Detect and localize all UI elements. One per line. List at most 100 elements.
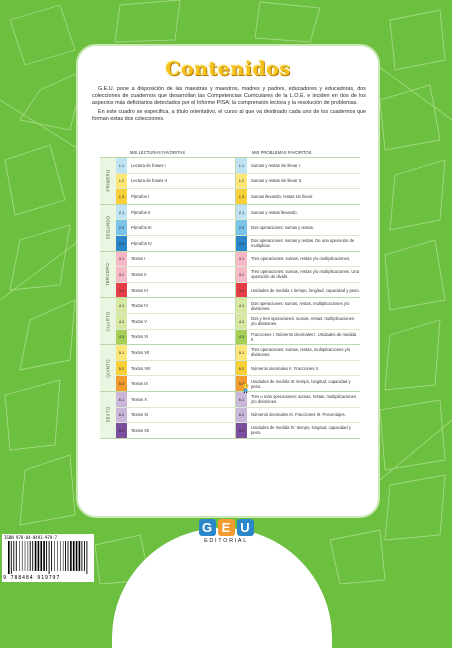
table-row: 1.3 Párrafos I 1.3 Sumas llevando, restas s…: [116, 189, 360, 204]
table-group: SEGUNDO 2.1 Párrafos II 2.1 Sumas y restas l…: [100, 203, 360, 251]
lecturas-book-number: 5.3: [116, 376, 127, 391]
contents-panel: Contenidos G.E.U. pone a disposición de …: [78, 46, 378, 516]
page-title: Contenidos: [165, 58, 291, 80]
ean-number: 9 788484 919797: [3, 575, 61, 581]
problemas-book-title: Tres o más operaciones: sumas, restas, m…: [251, 394, 357, 405]
table-row: 5.2 Textos VIII 5.2 Números decimales II. F…: [116, 360, 360, 377]
lecturas-book-title: Textos IX: [127, 376, 236, 391]
lecturas-book-number: 2.3: [116, 235, 127, 251]
problemas-book-title: Sumas llevando, restas sin llevar.: [251, 193, 314, 199]
table-row: 6.3 Textos XII 6.3 Unidades de medida IV: t…: [116, 423, 360, 438]
lecturas-book-number: 4.1: [116, 298, 127, 313]
intro-paragraph-1: G.E.U. pone a disposición de las maestra…: [92, 86, 366, 107]
column-header-lecturas: MIS LECTURAS FAVORITAS: [130, 149, 185, 155]
table-row: 3.2 Textos II 3.2 Tres operaciones: sumas, …: [116, 267, 360, 283]
table-group: SEXTO 6.1 Textos X 6.1 Tres o más operacione…: [100, 390, 360, 439]
barcode-bar: [13, 541, 15, 571]
contents-table: MIS LECTURAS FAVORITAS MIS PROBLEMAS FAV…: [100, 147, 360, 439]
problemas-book-number: 5.1: [236, 345, 247, 360]
problemas-book-number: 6.3: [236, 423, 247, 438]
barcode-bar: [54, 541, 55, 571]
problemas-book-number: 6.2: [236, 407, 247, 423]
barcode-bar: [32, 541, 34, 571]
course-label: SEXTO: [100, 391, 116, 438]
table-row: 6.1 Textos X 6.1 Tres o más operaciones: su…: [116, 391, 360, 408]
table-row: 4.3 Textos VI 4.3 Fracciones I. Números dec…: [116, 329, 360, 345]
lecturas-book-title: Lectura de frases II: [127, 173, 236, 189]
lecturas-book-number: 6.2: [116, 407, 127, 423]
lecturas-book-title: Textos III: [127, 282, 236, 298]
course-label-text: PRIMERO: [105, 169, 111, 192]
table-row: 6.2 Textos XI 6.2 Números decimales III. Fr…: [116, 407, 360, 424]
lecturas-book-number: 4.2: [116, 313, 127, 329]
course-label-text: SEGUNDO: [105, 215, 111, 240]
barcode-bar: [10, 541, 12, 574]
course-label-text: TERCERO: [105, 262, 111, 287]
logo-letter-g: G: [198, 519, 216, 536]
barcode-bar: [15, 541, 17, 571]
barcode-bar: [83, 541, 85, 571]
table-row: 2.1 Párrafos II 2.1 Sumas y restas llevando…: [116, 204, 360, 221]
barcode-bar: [81, 541, 83, 571]
lecturas-book-number: 2.2: [116, 220, 127, 235]
problemas-book-title: Unidades de medida IV: tiempo, longitud,…: [251, 425, 351, 436]
lecturas-book-number: 4.3: [116, 329, 127, 345]
problemas-book-number: 3.1: [236, 251, 247, 267]
problemas-book-title: Tres operaciones: sumas, restas y/o mult…: [251, 269, 360, 280]
table-row: 4.1 Textos IV 4.1 Dos operaciones: sumas, r…: [116, 298, 360, 314]
lecturas-book-title: Textos II: [127, 267, 236, 282]
geu-editorial-logo: G E U EDITORIAL: [186, 519, 266, 569]
barcode-bar: [8, 541, 10, 574]
barcode-bar: [40, 541, 43, 571]
lecturas-book-title: Textos XII: [127, 423, 236, 438]
problemas-book-title: Unidades de medida III: tiempo, longitud…: [251, 378, 351, 389]
lecturas-book-title: Párrafos II: [127, 204, 236, 220]
barcode-bar: [57, 541, 58, 571]
table-row: 1.2 Lectura de frases II 1.2 Sumas y restas…: [116, 173, 360, 190]
lecturas-book-number: 3.1: [116, 251, 127, 267]
problemas-book-title: Sumas y restas llevando.: [251, 209, 298, 215]
problemas-book-title: Fracciones I. Números decimales I. Unida…: [251, 331, 357, 342]
problemas-book-number: 1.1: [236, 158, 247, 173]
lecturas-book-number: 1.2: [116, 173, 127, 189]
intro-text: G.E.U. pone a disposición de las maestra…: [92, 86, 366, 124]
problemas-book-title: Sumas y restas sin llevar II.: [251, 178, 303, 184]
table-group: CUARTO 4.1 Textos IV 4.1 Dos operaciones: su…: [100, 297, 360, 345]
lecturas-book-number: 2.1: [116, 204, 127, 220]
problemas-book-number: 6.1: [236, 391, 247, 407]
barcode-block: ISBN 978-84-8491-979-7 9 788484 919797: [2, 534, 94, 582]
problemas-book-number: 3.3: [236, 282, 247, 298]
problemas-book-number: 2.2: [236, 220, 247, 235]
problemas-book-number: 2.3: [236, 235, 247, 251]
lecturas-book-number: 5.1: [116, 345, 127, 360]
lecturas-book-title: Textos VI: [127, 329, 236, 345]
intro-paragraph-2: En este cuadro se especifica, a título o…: [92, 108, 366, 122]
barcode-bar: [34, 541, 37, 571]
course-label: CUARTO: [100, 298, 116, 345]
barcode-bar: [37, 541, 40, 571]
lecturas-book-number: 3.3: [116, 282, 127, 298]
lecturas-book-number: 5.2: [116, 360, 127, 376]
lecturas-book-title: Textos I: [127, 251, 236, 267]
lecturas-book-title: Textos VIII: [127, 360, 236, 376]
course-label: SEGUNDO: [100, 204, 116, 251]
barcode-bar: [21, 541, 23, 571]
course-label: QUINTO: [100, 345, 116, 391]
barcode-bar: [78, 541, 81, 571]
barcode-bar: [27, 541, 29, 571]
isbn-label: ISBN 978-84-8491-979-7: [4, 535, 57, 540]
table-row: 2.3 Párrafos IV 2.3 Dos operaciones: sumas …: [116, 235, 360, 251]
barcode-bar: [70, 541, 72, 571]
problemas-book-title: Números decimales II. Fracciones II.: [251, 365, 319, 371]
problemas-book-number: 1.3: [236, 189, 247, 204]
table-group: QUINTO 5.1 Textos VII 5.1 Tres operaciones: …: [100, 344, 360, 391]
problemas-book-title: Unidades de medida I: tiempo, longitud, …: [251, 287, 360, 293]
logo-letter-u: U: [236, 519, 254, 536]
problemas-book-number: 4.3: [236, 329, 247, 345]
barcode-bar: [46, 541, 48, 571]
lecturas-book-title: Párrafos IV: [127, 235, 236, 251]
problemas-book-number: 4.1: [236, 298, 247, 313]
course-label: TERCERO: [100, 251, 116, 298]
barcode-bar: [67, 541, 69, 571]
lecturas-book-number: 3.2: [116, 267, 127, 282]
